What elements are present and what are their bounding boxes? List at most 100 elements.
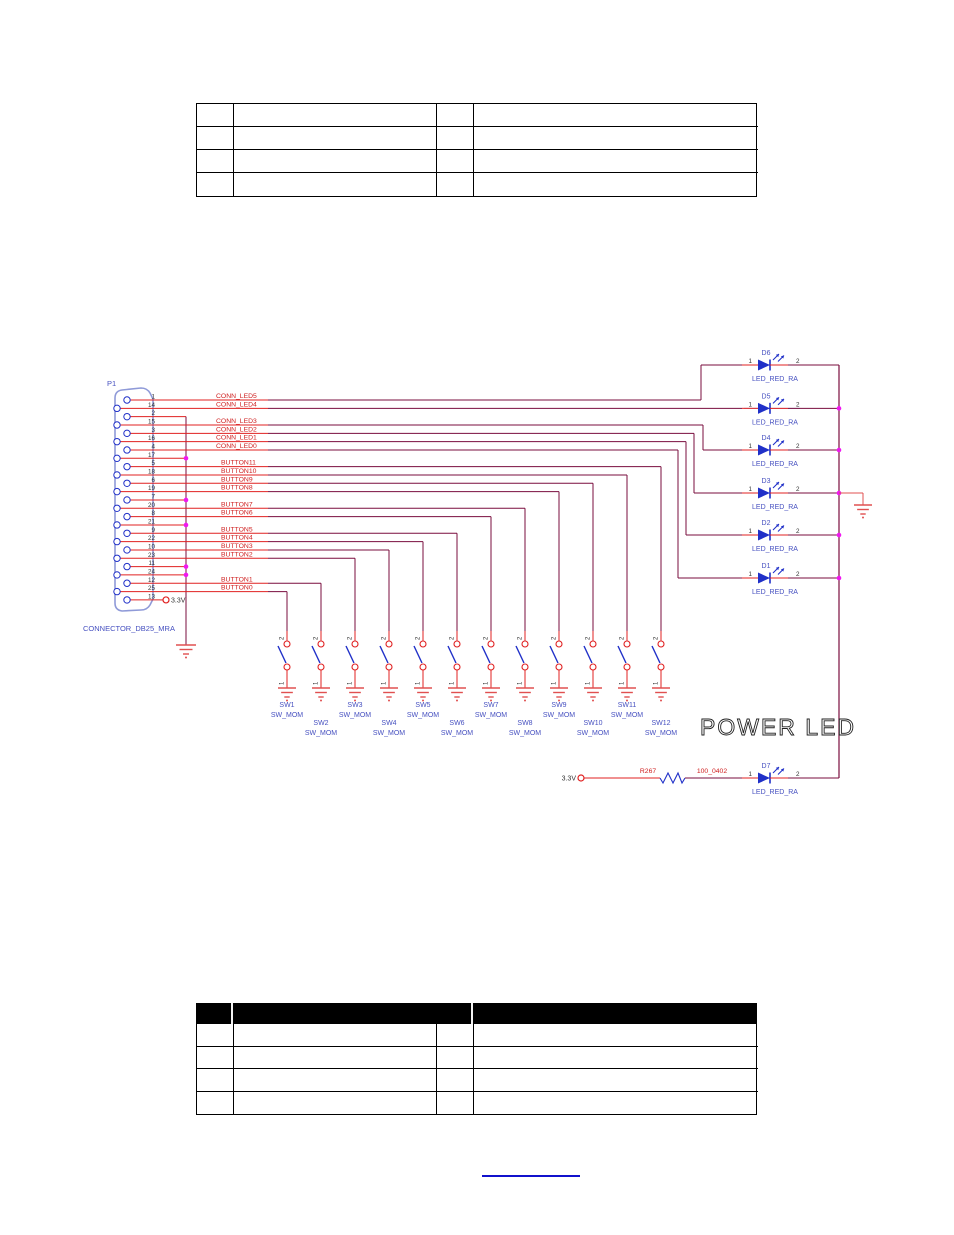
switch-contact [623, 640, 631, 648]
switch-contact [521, 640, 529, 648]
switch-contact [657, 663, 665, 671]
switch-part: SW_MOM [509, 730, 541, 737]
switch-part: SW_MOM [577, 730, 609, 737]
switch-part: SW_MOM [305, 730, 337, 737]
led-pin1: 1 [748, 771, 752, 778]
switch-ref: SW1 [279, 702, 294, 709]
bottom-table-header-cell [233, 1003, 436, 1024]
top-table-cell [437, 104, 474, 127]
net-label: BUTTON3 [221, 543, 253, 550]
top-table-cell [197, 104, 234, 127]
ground-symbol [354, 699, 356, 702]
led-pin2: 2 [796, 486, 800, 493]
pin-number: 25 [148, 585, 156, 592]
switch-contact [317, 663, 325, 671]
supply-label: 3.3V [562, 776, 577, 783]
switch-part: SW_MOM [543, 712, 575, 719]
switch-part: SW_MOM [611, 712, 643, 719]
net-label: BUTTON10 [221, 468, 257, 475]
pin-number: 1 [151, 394, 155, 401]
led-triangle [758, 402, 770, 414]
switch-pin1: 1 [552, 681, 558, 685]
led-pin2: 2 [796, 771, 800, 778]
led-ref: D7 [762, 763, 771, 770]
junction-dot [836, 447, 842, 453]
led-part: LED_RED_RA [752, 376, 798, 383]
switch-contact [487, 640, 495, 648]
led-triangle [758, 572, 770, 584]
connector-pin [123, 546, 131, 554]
led-part: LED_RED_RA [752, 789, 798, 796]
led-triangle [758, 487, 770, 499]
top-table-cell [474, 127, 758, 150]
switch-contact [317, 640, 325, 648]
switch-ref: SW12 [651, 720, 670, 727]
switch-contact [521, 663, 529, 671]
led-ref: D6 [762, 350, 771, 357]
bottom-table-cell [474, 1024, 758, 1047]
led-pin1: 1 [748, 528, 752, 535]
led-triangle [758, 444, 770, 456]
top-table-cell [234, 173, 437, 196]
bottom-table-header-cell [436, 1003, 473, 1024]
bottom-table-cell [437, 1091, 474, 1114]
net-label: BUTTON2 [221, 551, 253, 558]
junction-dot [183, 497, 189, 503]
connector-pin [123, 429, 131, 438]
ground-symbol [862, 516, 864, 519]
net-label: BUTTON5 [221, 526, 253, 533]
net-label: CONN_LED1 [216, 435, 257, 442]
connector-pin [123, 479, 131, 487]
switch-lever [447, 645, 457, 664]
connector-pin [113, 521, 121, 529]
bottom-table-header-cell [473, 1003, 757, 1024]
ground-symbol [422, 699, 424, 702]
led-triangle [758, 529, 770, 541]
switch-contact [283, 640, 291, 648]
led-pin1: 1 [748, 486, 752, 493]
switch-lever [345, 645, 355, 664]
pin-number: 9 [151, 527, 155, 534]
junction-dot [836, 406, 842, 411]
bottom-table [196, 1024, 758, 1115]
top-table-cell [437, 173, 474, 196]
switch-contact [623, 663, 631, 671]
led-emission-arrow [775, 354, 779, 358]
pin-number: 7 [151, 493, 155, 500]
led-part: LED_RED_RA [752, 461, 798, 468]
connector-pin [123, 396, 131, 404]
switch-pin1: 1 [654, 681, 660, 685]
switch-pin2: 2 [518, 636, 524, 640]
bottom-table-cell [474, 1047, 758, 1069]
led-emission-arrow [780, 398, 784, 402]
connector-pin [123, 529, 131, 537]
bottom-table-cell [197, 1091, 234, 1114]
pin-number: 24 [148, 568, 156, 575]
pin-number: 18 [148, 468, 156, 475]
switch-lever [311, 645, 321, 664]
switch-lever [277, 645, 287, 664]
top-table-cell [474, 150, 758, 173]
switch-contact [351, 663, 359, 671]
junction-dot [183, 572, 189, 578]
led-pin1: 1 [748, 571, 752, 578]
net-label: CONN_LED5 [216, 393, 257, 400]
bottom-table-cell [197, 1024, 234, 1047]
switch-part: SW_MOM [407, 712, 439, 719]
switch-ref: SW11 [618, 702, 637, 709]
ground-symbol [490, 699, 492, 702]
connector-pin [113, 571, 121, 579]
connector-part: CONNECTOR_DB25_MRA [83, 624, 175, 633]
bottom-table-cell [474, 1069, 758, 1092]
top-table [196, 103, 758, 197]
pin-number: 8 [151, 510, 155, 517]
switch-pin2: 2 [484, 636, 490, 640]
connector-pin [123, 446, 131, 454]
switch-lever [413, 645, 423, 664]
pin-number: 3 [151, 427, 155, 434]
switch-lever [549, 645, 559, 664]
top-table-cell [197, 173, 234, 196]
link-underline[interactable] [482, 1175, 580, 1177]
led-pin2: 2 [796, 401, 800, 408]
led-part: LED_RED_RA [752, 419, 798, 426]
